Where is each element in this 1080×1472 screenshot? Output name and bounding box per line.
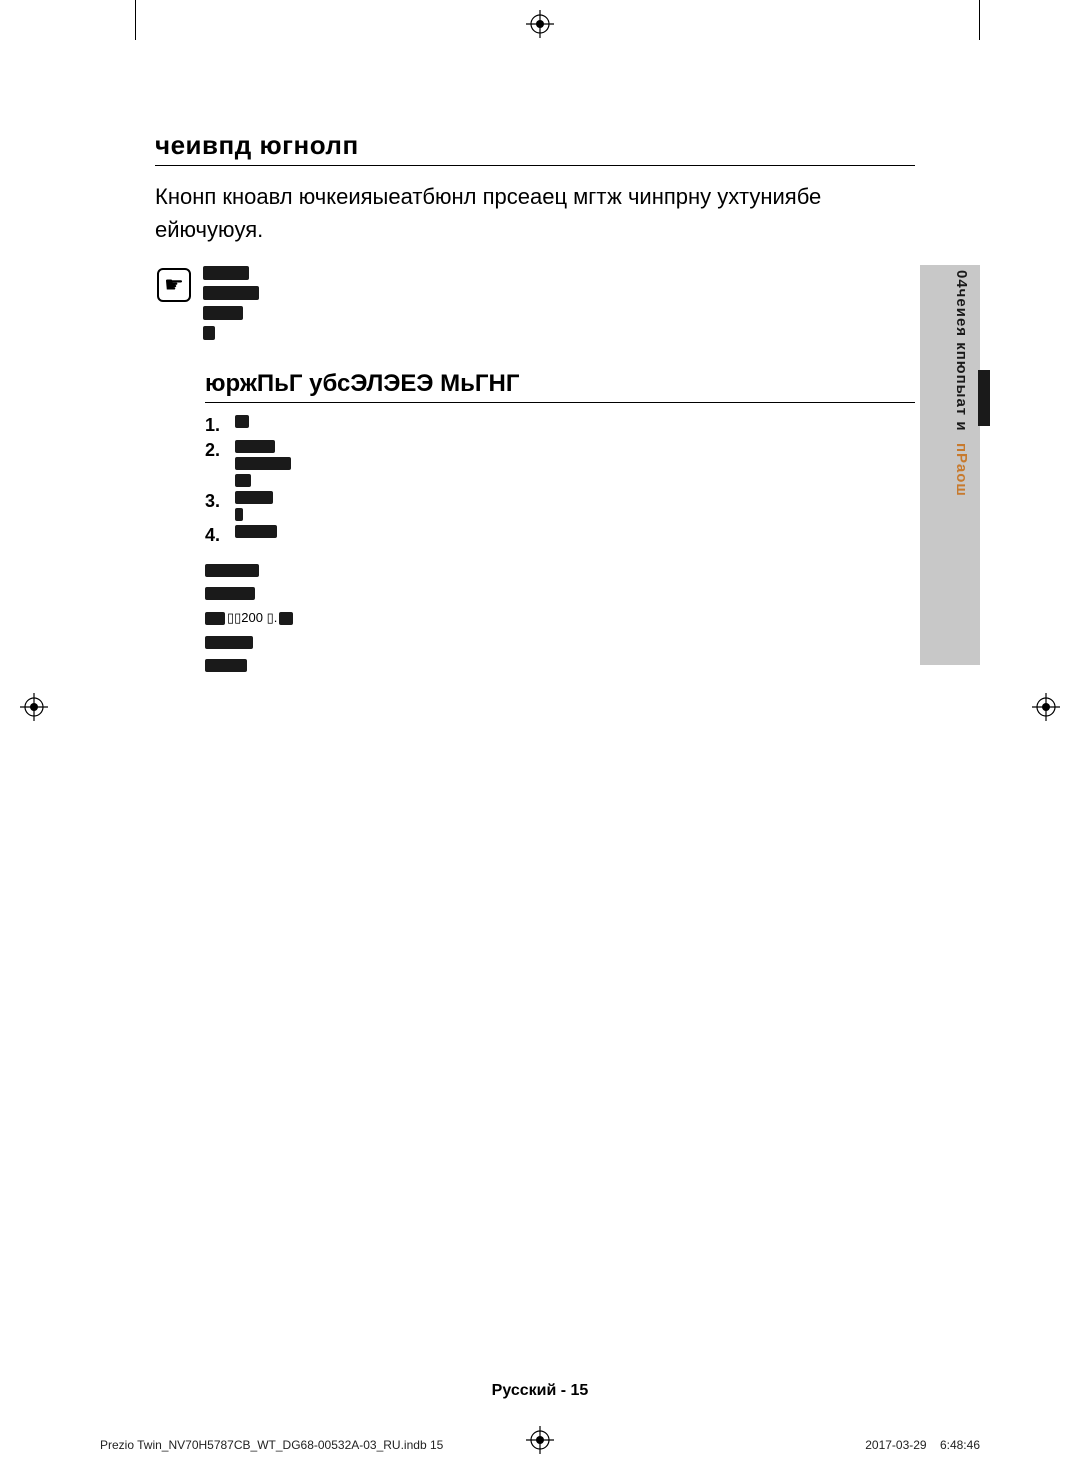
list-content [235, 440, 291, 487]
redacted-line [205, 612, 225, 625]
registration-mark-top-icon [526, 10, 554, 38]
redacted-line [205, 659, 247, 672]
redacted-line [279, 612, 293, 625]
redacted-line [203, 286, 259, 300]
crop-mark-right [979, 0, 980, 40]
side-label-primary: 04чеиея кпюпыат и [953, 270, 970, 432]
redacted-line [235, 474, 251, 487]
side-label-secondary: пРаош [953, 443, 970, 497]
redacted-line [205, 636, 253, 649]
registration-mark-right-icon [1032, 693, 1060, 721]
footer-filename: Prezio Twin_NV70H5787CB_WT_DG68-00532A-0… [100, 1438, 443, 1452]
list-content [235, 491, 273, 521]
intro-paragraph: Кнонп кноавл ючкеияыеатбюнл прсеаец мгтж… [155, 180, 855, 246]
note-block: ☛ [157, 266, 915, 340]
list-content [235, 415, 249, 428]
redacted-line [235, 491, 273, 504]
mixed-redacted-line: ▯▯200 ▯. [205, 610, 915, 626]
note-body [203, 266, 259, 340]
crop-mark-left [135, 0, 136, 40]
redacted-line [203, 266, 249, 280]
list-item: 4. [205, 525, 915, 546]
sub-heading: юржПьГ убсЭЛЭЕЭ МьГНГ [205, 370, 915, 403]
list-item: 2. [205, 440, 915, 487]
content-region: чеивпд югнолп Кнонп кноавл ючкеияыеатбюн… [155, 130, 915, 672]
redacted-line [203, 306, 243, 320]
list-number: 2. [205, 440, 227, 461]
list-number: 3. [205, 491, 227, 512]
side-tab-label: 04чеиея кпюпыат и пРаош [953, 270, 970, 660]
numbered-list: 1. 2. 3. 4. [205, 415, 915, 546]
inline-text: ▯▯200 ▯. [227, 610, 277, 626]
footer-timestamp: 2017-03-29 6:48:46 [865, 1438, 980, 1452]
page-container: 04чеиея кпюпыат и пРаош чеивпд югнолп Кн… [0, 0, 1080, 1472]
side-tab-marker [978, 370, 990, 426]
note-hand-icon: ☛ [157, 268, 191, 302]
redacted-line [235, 440, 275, 453]
footer-page-indicator: Русский - 15 [492, 1382, 589, 1400]
redacted-line [205, 587, 255, 600]
trailing-block: ▯▯200 ▯. [205, 564, 915, 672]
list-item: 1. [205, 415, 915, 436]
registration-mark-left-icon [20, 693, 48, 721]
redacted-line [235, 415, 249, 428]
redacted-line [235, 457, 291, 470]
section-title: чеивпд югнолп [155, 130, 915, 166]
list-item: 3. [205, 491, 915, 521]
redacted-line [235, 508, 243, 521]
redacted-line [203, 326, 215, 340]
footer-row: Prezio Twin_NV70H5787CB_WT_DG68-00532A-0… [100, 1438, 980, 1452]
list-number: 1. [205, 415, 227, 436]
side-tab-background [920, 265, 980, 665]
redacted-line [235, 525, 277, 538]
list-number: 4. [205, 525, 227, 546]
list-content [235, 525, 277, 538]
redacted-line [205, 564, 259, 577]
